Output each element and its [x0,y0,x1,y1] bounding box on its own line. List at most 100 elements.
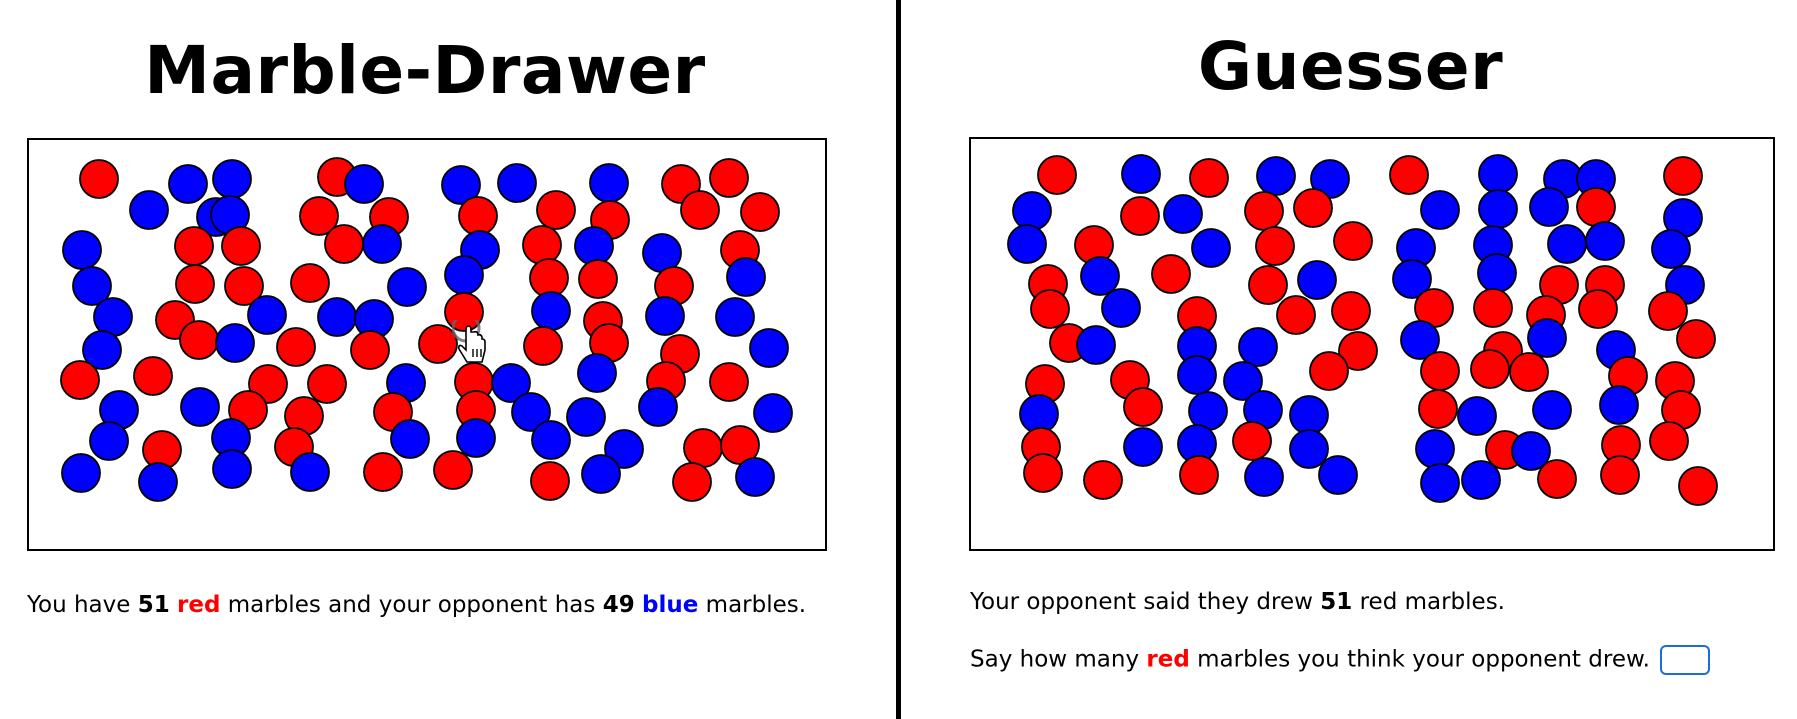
drawer-red-marble[interactable] [79,159,119,199]
guesser-red-marble [1083,460,1123,500]
guesser-red-marble [1420,351,1460,391]
drawer-blue-marble[interactable] [604,429,644,469]
prompt-prefix: Say how many [970,646,1147,673]
guesser-blue-marble [1012,191,1052,231]
drawer-blue-marble[interactable] [89,421,129,461]
drawer-red-marble[interactable] [530,461,570,501]
drawer-red-marble[interactable] [536,190,576,230]
drawer-blue-marble[interactable] [387,267,427,307]
guesser-blue-marble [1101,288,1141,328]
drawer-blue-marble[interactable] [62,230,102,270]
drawer-blue-marble[interactable] [753,393,793,433]
report-suffix: red marbles. [1352,589,1505,615]
drawer-blue-marble[interactable] [212,159,252,199]
drawer-red-marble[interactable] [307,364,347,404]
drawer-blue-marble[interactable] [82,330,122,370]
drawer-blue-marble[interactable] [581,454,621,494]
guesser-red-marble [1648,291,1688,331]
guesser-red-marble [1676,319,1716,359]
drawer-blue-marble[interactable] [531,291,571,331]
guesser-blue-marble [1191,228,1231,268]
drawer-red-marble[interactable] [444,292,484,332]
drawer-blue-marble[interactable] [72,266,112,306]
drawer-red-marble[interactable] [174,226,214,266]
drawer-blue-marble[interactable] [566,397,606,437]
drawer-blue-marble[interactable] [456,418,496,458]
drawer-red-marble[interactable] [60,360,100,400]
drawer-blue-marble[interactable] [168,164,208,204]
drawer-blue-marble[interactable] [317,297,357,337]
drawer-blue-marble[interactable] [180,387,220,427]
drawer-blue-marble[interactable] [362,224,402,264]
drawer-blue-marble[interactable] [511,392,551,432]
guesser-blue-marble [1163,194,1203,234]
drawer-blue-marble[interactable] [247,295,287,335]
drawer-marble-board[interactable] [27,138,827,551]
drawer-blue-marble[interactable] [645,296,685,336]
drawer-red-marble[interactable] [683,428,723,468]
guesser-red-marble [1123,387,1163,427]
guesser-blue-marble [1532,390,1572,430]
drawer-red-marble[interactable] [680,190,720,230]
drawer-blue-marble[interactable] [344,164,384,204]
drawer-red-marble[interactable] [175,264,215,304]
drawer-blue-marble[interactable] [441,165,481,205]
drawer-blue-marble[interactable] [638,387,678,427]
drawer-red-marble[interactable] [324,224,364,264]
drawer-red-marble[interactable] [418,324,458,364]
guesser-red-marble [1276,295,1316,335]
guesser-blue-marble [1289,429,1329,469]
guesser-red-marble [1120,196,1160,236]
drawer-blue-marble[interactable] [215,323,255,363]
guesser-blue-marble [1123,427,1163,467]
drawer-blue-marble[interactable] [531,420,571,460]
opp-count: 49 [602,592,635,618]
drawer-blue-marble[interactable] [497,163,537,203]
drawer-red-marble[interactable] [299,196,339,236]
drawer-red-marble[interactable] [224,266,264,306]
drawer-red-marble[interactable] [709,158,749,198]
drawer-blue-marble[interactable] [577,353,617,393]
drawer-blue-marble[interactable] [715,297,755,337]
own-color-word: red [177,592,221,618]
drawer-red-marble[interactable] [523,326,563,366]
drawer-red-marble[interactable] [672,462,712,502]
drawer-blue-marble[interactable] [726,257,766,297]
drawer-blue-marble[interactable] [138,462,178,502]
drawer-blue-marble[interactable] [574,226,614,266]
drawer-red-marble[interactable] [433,450,473,490]
drawer-red-marble[interactable] [578,259,618,299]
drawer-red-marble[interactable] [709,362,749,402]
drawer-marbles-canvas[interactable] [29,140,825,549]
drawer-blue-marble[interactable] [444,255,484,295]
guesser-blue-marble [1223,361,1263,401]
drawer-blue-marble[interactable] [390,419,430,459]
guesser-red-marble [1470,349,1510,389]
drawer-red-marble[interactable] [221,226,261,266]
drawer-red-marble[interactable] [740,192,780,232]
drawer-blue-marble[interactable] [589,163,629,203]
drawer-blue-marble[interactable] [735,457,775,497]
guesser-blue-marble [1478,154,1518,194]
guesser-red-marble [1248,265,1288,305]
drawer-red-marble[interactable] [179,320,219,360]
drawer-red-marble[interactable] [522,225,562,265]
guesser-blue-marble [1177,355,1217,395]
drawer-blue-marble[interactable] [491,363,531,403]
guess-input[interactable] [1659,645,1710,675]
drawer-blue-marble[interactable] [749,328,789,368]
guesser-blue-marble [1007,224,1047,264]
drawer-red-marble[interactable] [350,330,390,370]
drawer-blue-marble[interactable] [290,452,330,492]
drawer-red-marble[interactable] [290,263,330,303]
drawer-blue-marble[interactable] [212,449,252,489]
drawer-red-marble[interactable] [276,327,316,367]
drawer-red-marble[interactable] [363,452,403,492]
guesser-title: Guesser [1197,28,1504,105]
drawer-blue-marble[interactable] [61,453,101,493]
drawer-blue-marble[interactable] [129,190,169,230]
drawer-red-marble[interactable] [458,196,498,236]
prompt-suffix: marbles you think your opponent drew. [1189,646,1650,673]
reported-count: 51 [1320,589,1353,615]
drawer-red-marble[interactable] [133,356,173,396]
